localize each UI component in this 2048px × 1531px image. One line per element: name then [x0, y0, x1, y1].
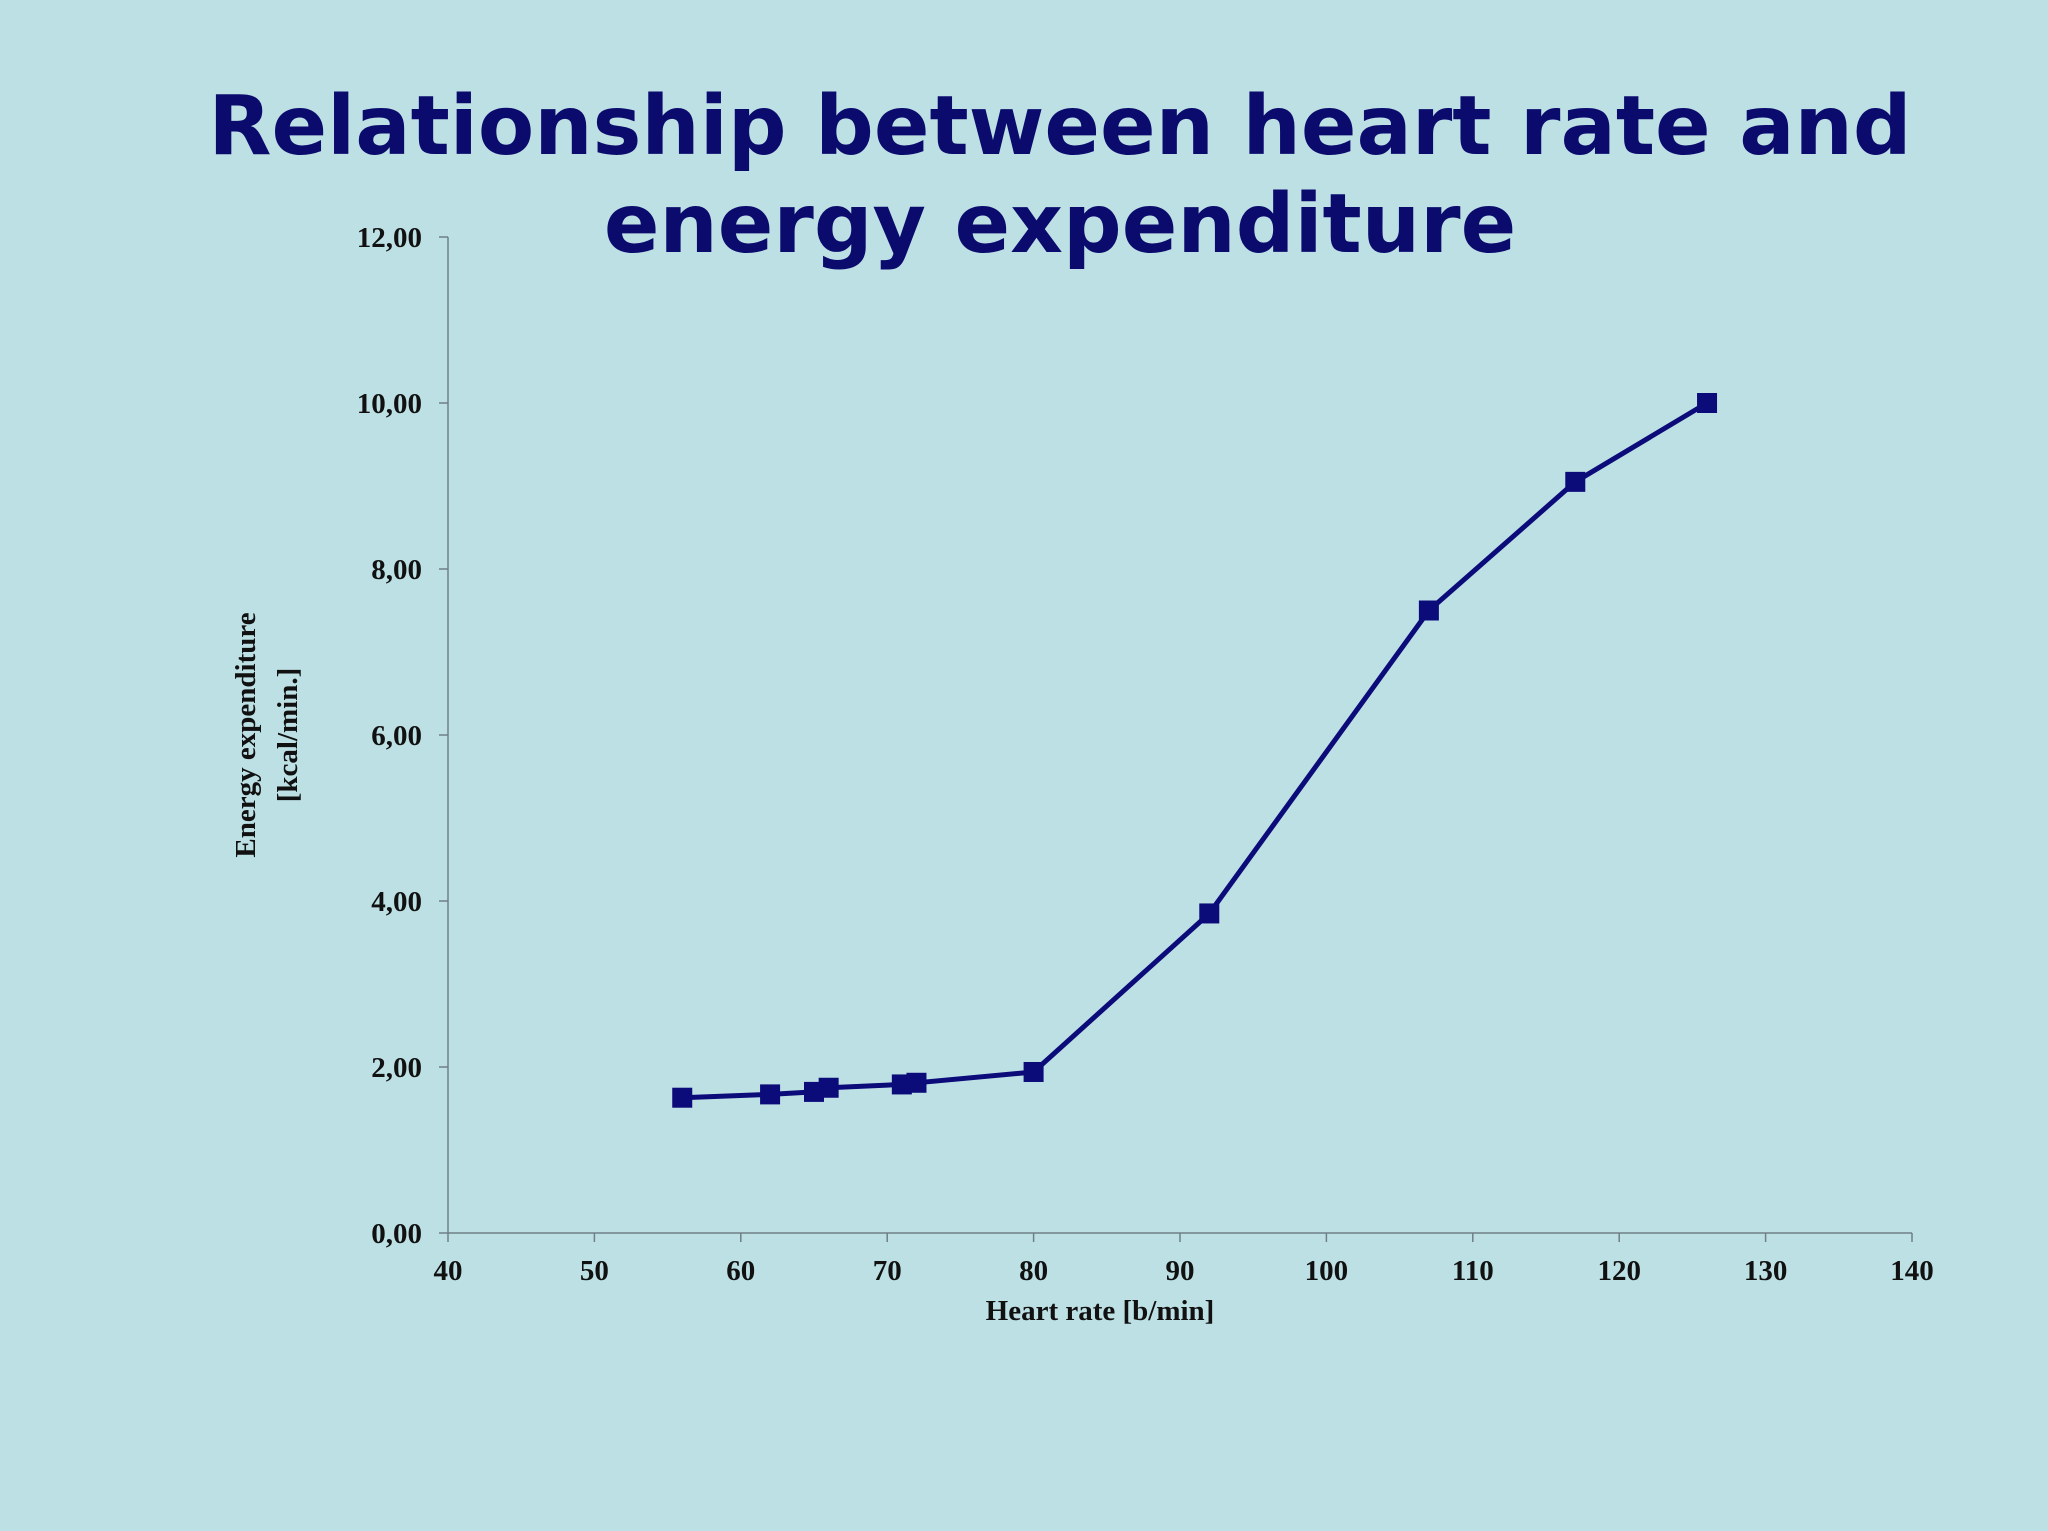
x-tick-label: 100	[1305, 1255, 1349, 1287]
x-tick-label: 90	[1166, 1255, 1195, 1287]
data-point-marker	[1023, 1061, 1044, 1082]
y-tick-label: 10,00	[357, 388, 422, 420]
y-axis-label-line: [kcal/min.]	[272, 668, 304, 803]
y-tick-label: 8,00	[371, 554, 422, 586]
y-tick-label: 2,00	[371, 1052, 422, 1084]
data-point-marker	[906, 1072, 927, 1093]
y-tick-label: 12,00	[357, 222, 422, 254]
y-axis-label-line: Energy expenditure	[230, 612, 262, 857]
series-line	[682, 400, 1709, 1101]
y-tick-label: 0,00	[371, 1218, 422, 1250]
x-tick-label: 110	[1452, 1255, 1494, 1287]
data-point-marker	[1199, 903, 1220, 924]
y-axis-label: Energy expenditure [kcal/min.]	[230, 612, 304, 857]
x-tick-label: 80	[1019, 1255, 1048, 1287]
data-point-marker	[760, 1084, 781, 1105]
y-tick-label: 6,00	[371, 720, 422, 752]
axis-labels: Heart rate [b/min] Energy expenditure [kca…	[230, 612, 1214, 1327]
data-point-marker	[1697, 393, 1718, 413]
y-tick-label: 4,00	[371, 886, 422, 918]
data-point-marker	[1418, 600, 1439, 621]
x-tick-label: 70	[873, 1255, 902, 1287]
x-tick-label: 50	[580, 1255, 609, 1287]
data-point-marker	[818, 1077, 839, 1098]
ticks: 40 50 60 70 80 90 100 110 120 130 140 0,00 2,00 4,00 6…	[357, 222, 1934, 1287]
x-tick-label: 140	[1890, 1255, 1934, 1287]
series	[672, 393, 1718, 1108]
x-tick-label: 130	[1744, 1255, 1788, 1287]
chart-title: Relationship between heart rate and ener…	[208, 79, 1912, 272]
x-axis-label: Heart rate [b/min]	[986, 1295, 1215, 1327]
x-tick-label: 60	[726, 1255, 755, 1287]
data-point-marker	[672, 1087, 693, 1108]
axes	[447, 237, 1912, 1234]
data-point-marker	[1565, 471, 1586, 492]
x-tick-label: 40	[434, 1255, 463, 1287]
x-tick-label: 120	[1597, 1255, 1641, 1287]
